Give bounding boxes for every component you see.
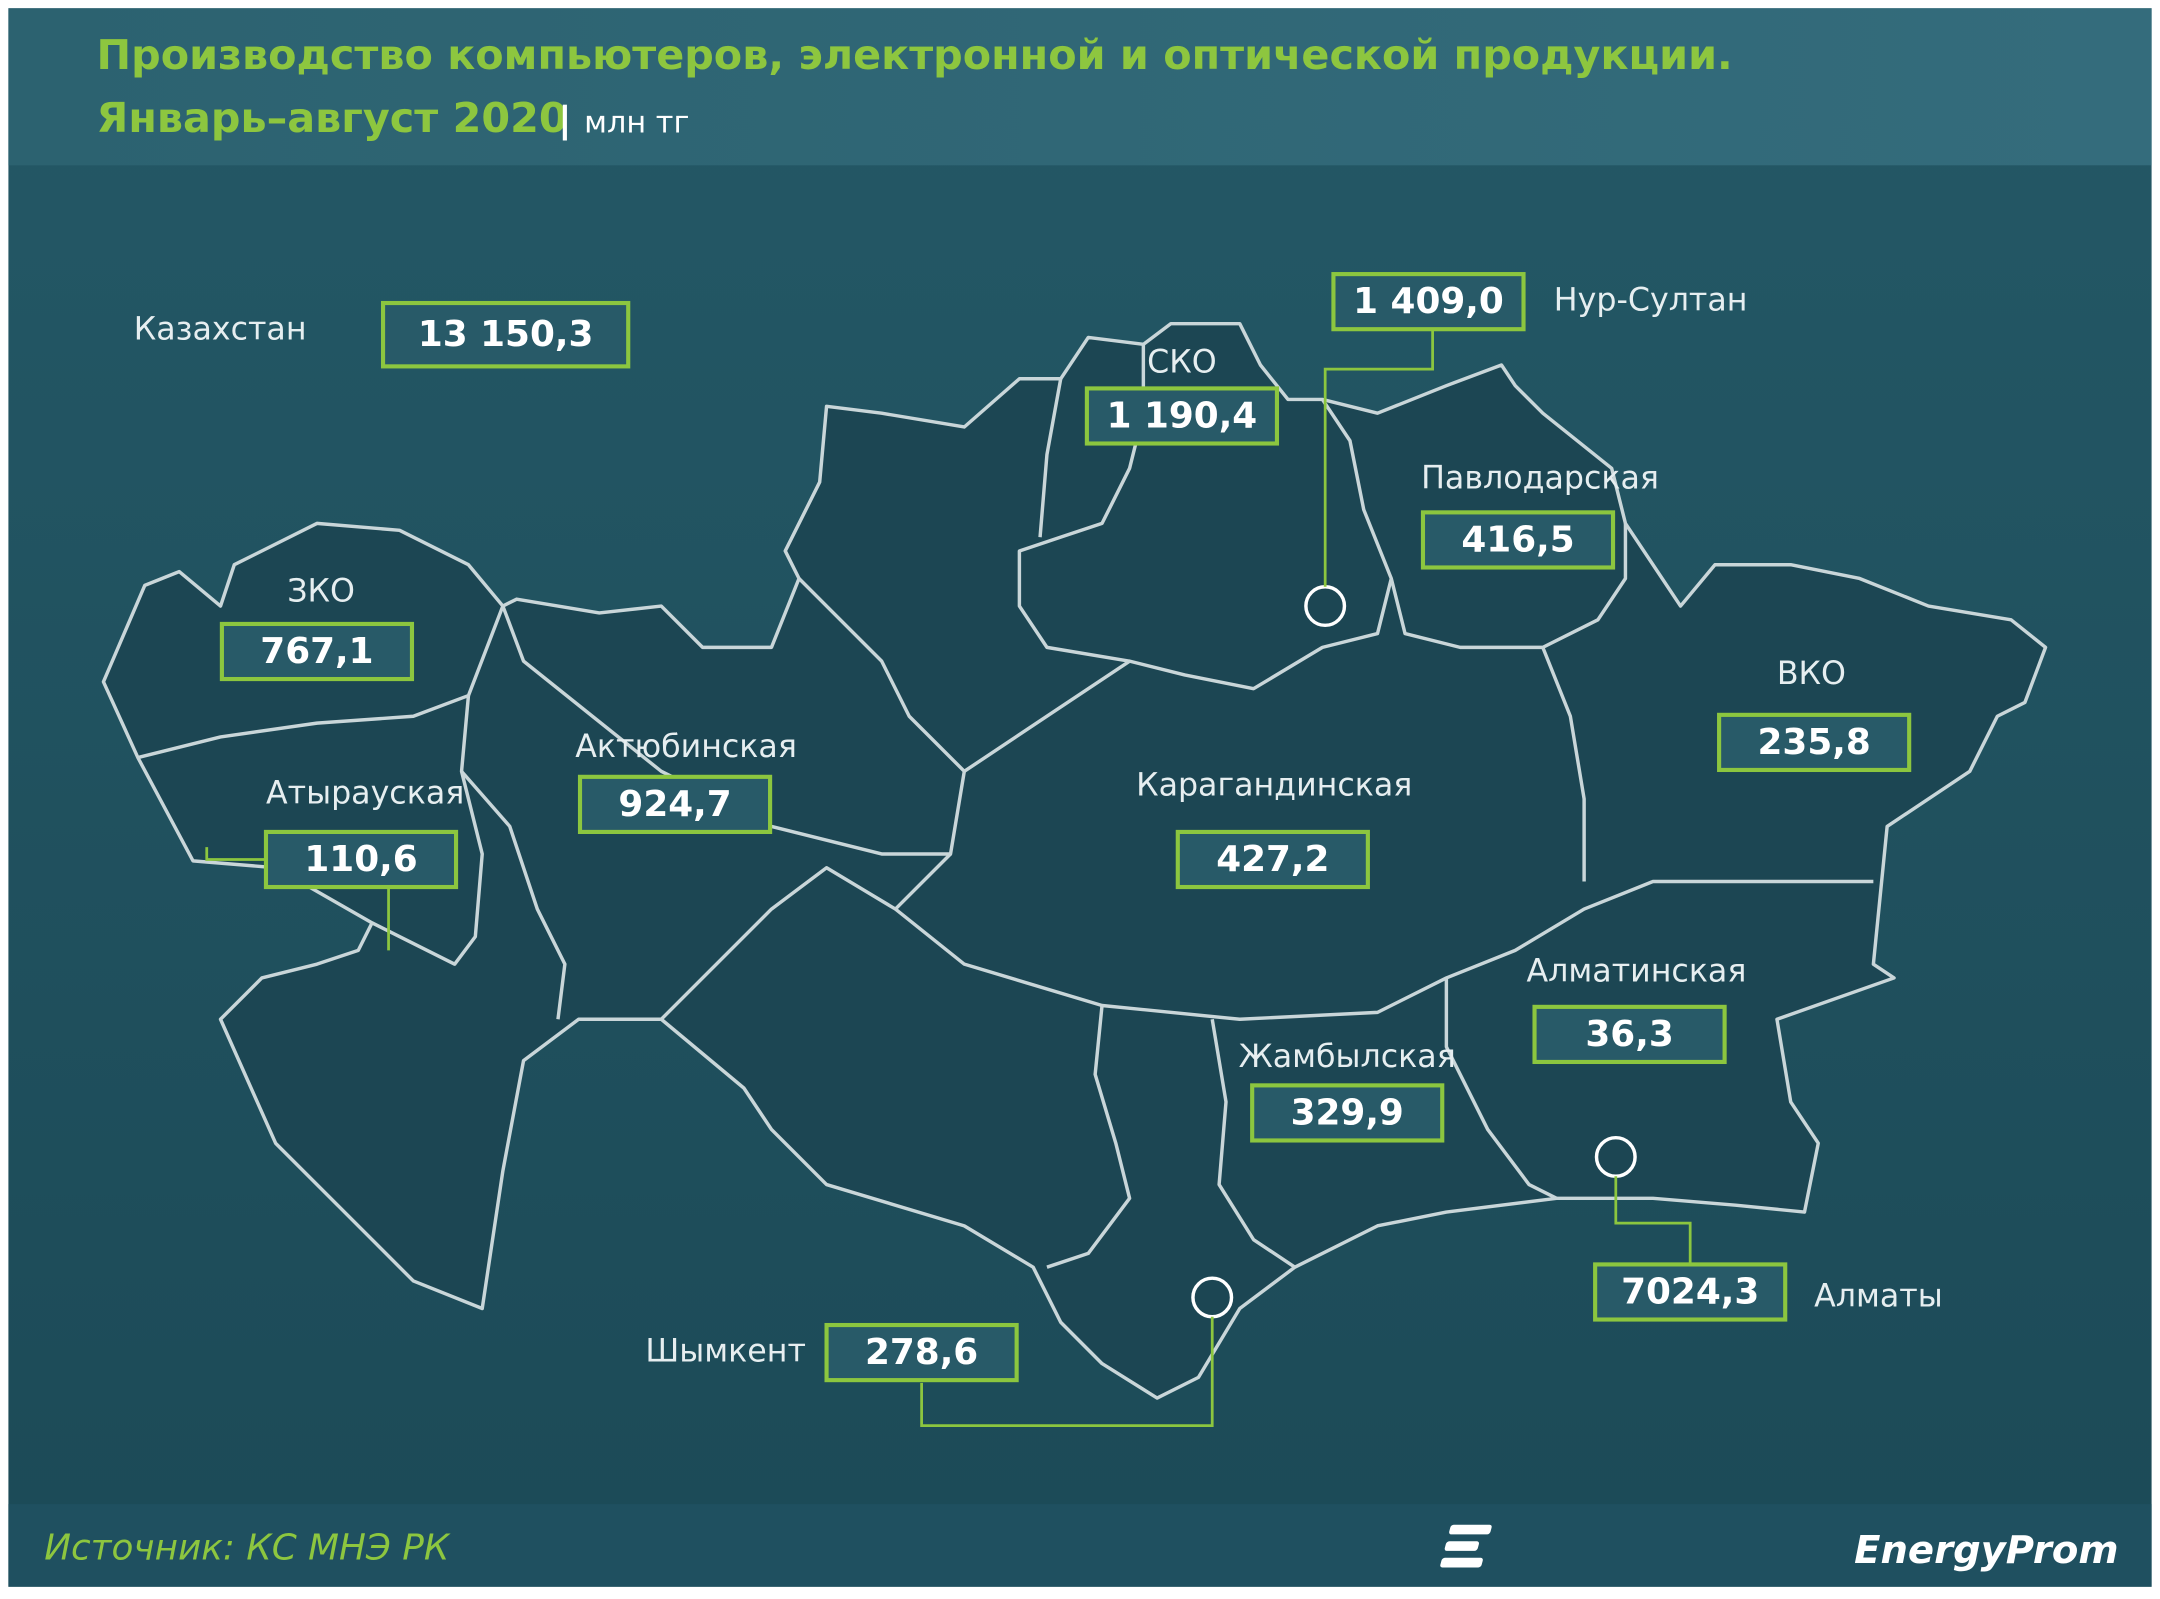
region-name: Шымкент (645, 1334, 805, 1370)
source: Источник: КС МНЭ РК (44, 1528, 451, 1569)
value: 329,9 (1291, 1092, 1404, 1133)
value-box (1593, 1262, 1788, 1322)
leader-line (920, 1316, 1214, 1427)
city-markers (205, 330, 1692, 1427)
region-name: Нур-Султан (1554, 283, 1748, 319)
value-box (263, 829, 459, 890)
unit: млн тг (584, 105, 689, 140)
leader-line (1323, 330, 1434, 587)
period: Январь–август 2020 (97, 94, 568, 142)
value-box (1250, 1083, 1445, 1143)
value-box (380, 300, 631, 369)
value: 416,5 (1461, 519, 1574, 560)
region-name: ВКО (1777, 656, 1846, 692)
region-name: Алматинская (1527, 953, 1747, 989)
value: 924,7 (618, 784, 731, 825)
footer-band (8, 1504, 2152, 1587)
title: Производство компьютеров, электронной и … (97, 31, 1733, 79)
region-name: ЗКО (287, 573, 355, 609)
value: 7024,3 (1621, 1271, 1759, 1312)
region-name: СКО (1147, 345, 1217, 381)
value: 36,3 (1585, 1014, 1673, 1055)
value: 427,2 (1216, 839, 1329, 880)
value: 1 190,4 (1107, 395, 1258, 436)
value: 110,6 (304, 839, 417, 880)
country-outline (101, 321, 2048, 1400)
value: 767,1 (260, 631, 373, 672)
logo-icon (1440, 1524, 1492, 1568)
value-box (577, 774, 773, 835)
region-borders (137, 344, 1874, 1269)
value-box (824, 1322, 1019, 1383)
value: 235,8 (1758, 722, 1871, 763)
value-box (1331, 272, 1526, 332)
value: 278,6 (865, 1332, 978, 1373)
region-name: Жамбылская (1239, 1039, 1456, 1075)
value-box (1084, 386, 1280, 446)
value: 13 150,3 (418, 314, 594, 355)
value-box (1532, 1004, 1727, 1065)
country-map (101, 321, 2048, 1400)
value-box (219, 621, 415, 682)
total-name: Казахстан (134, 312, 307, 348)
region-name: Павлодарская (1421, 460, 1659, 496)
value-box (1717, 712, 1912, 773)
region-name: Карагандинская (1136, 767, 1412, 803)
region-name: Алматы (1814, 1278, 1943, 1314)
value-box (1175, 829, 1370, 890)
value-box (1420, 510, 1616, 570)
leader-line (205, 847, 268, 861)
value: 1 409,0 (1353, 281, 1504, 322)
logo: EnergyProm (1854, 1528, 2118, 1573)
region-name: Атырауская (266, 776, 464, 812)
region-name: Актюбинская (575, 729, 797, 765)
header-band (8, 8, 2152, 166)
leader-line (1614, 1176, 1692, 1265)
